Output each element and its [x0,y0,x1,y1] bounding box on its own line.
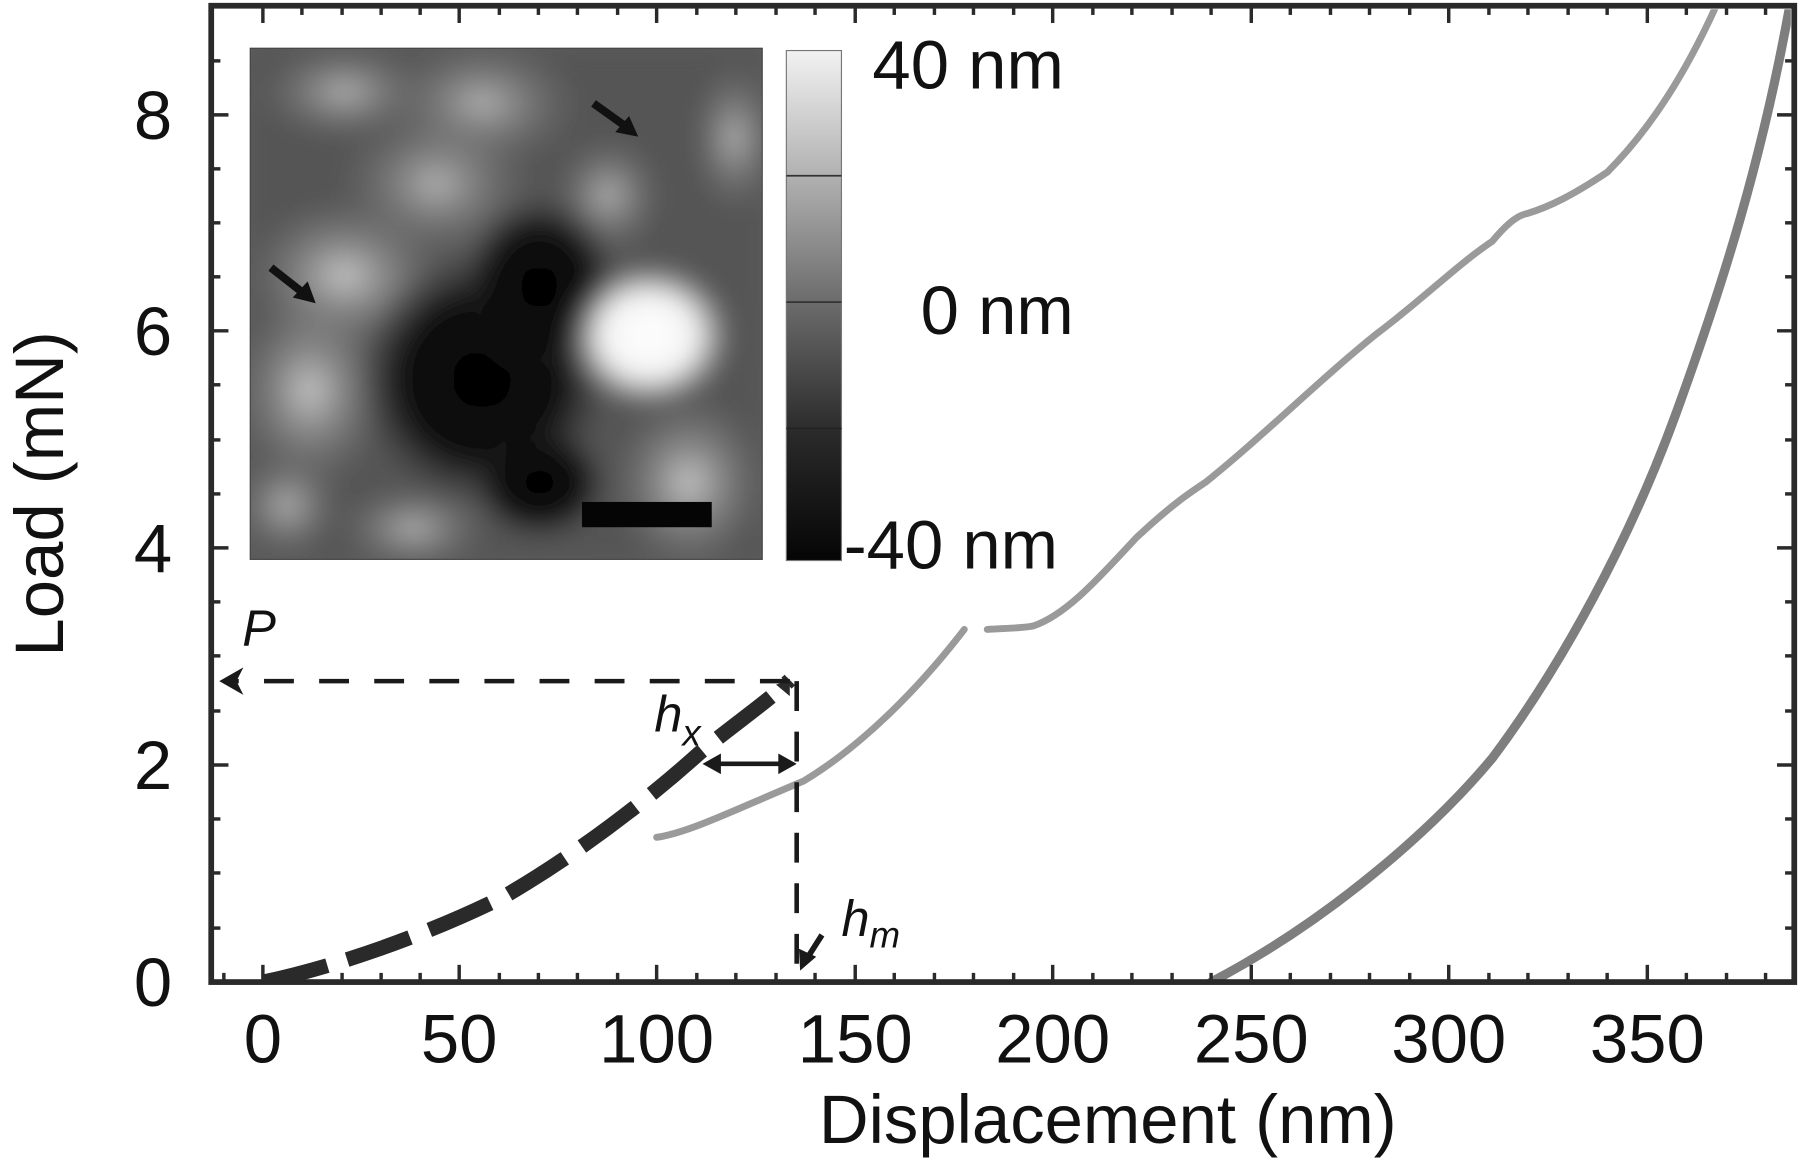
y-tick-label: 8 [134,77,172,154]
colorbar: 40 nm 0 nm -40 nm [785,26,1074,584]
x-axis-tick-labels: 0 50 100 150 200 250 300 350 [244,1000,1705,1077]
fitted-loading-curve [261,674,796,980]
x-axis-title: Displacement (nm) [819,1081,1397,1158]
y-tick-label: 0 [134,944,172,1021]
y-axis-tick-labels: 0 2 4 6 8 [134,77,172,1021]
plot-area [261,9,1791,980]
inset-arrow-icon [268,264,316,304]
annotation-P: P [219,600,790,695]
x-tick-label: 100 [599,1000,714,1077]
colorbar-max-label: 40 nm [872,26,1063,103]
y-tick-label: 2 [134,727,172,804]
y-tick-label: 4 [134,510,172,587]
x-tick-label: 250 [1194,1000,1309,1077]
x-tick-label: 350 [1590,1000,1705,1077]
y-tick-label: 6 [134,293,172,370]
x-tick-label: 50 [421,1000,498,1077]
x-tick-label: 0 [244,1000,282,1077]
colorbar-mid-label: 0 nm [921,272,1074,349]
label-h-x: hx [654,686,702,754]
x-tick-label: 200 [995,1000,1110,1077]
loading-curve [653,9,1719,841]
annotation-h-m: hm [794,681,900,979]
afm-inset-image [249,47,763,560]
unloading-curve [1207,9,1791,980]
label-h-m: hm [841,890,900,956]
x-tick-label: 150 [798,1000,913,1077]
scale-bar [582,501,712,528]
colorbar-min-label: -40 nm [844,507,1058,584]
inset-arrow-icon [591,100,639,137]
x-tick-label: 300 [1391,1000,1506,1077]
label-P: P [242,600,276,657]
annotation-h-x: hx [654,686,797,775]
plot-frame [208,2,1798,985]
y-axis-title: Load (mN) [1,331,78,656]
